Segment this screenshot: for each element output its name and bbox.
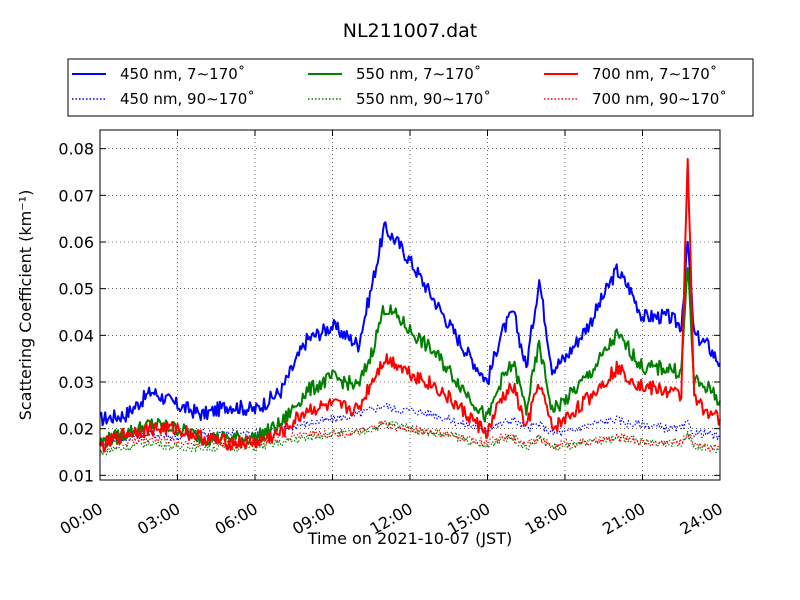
y-tick-label: 0.02 — [58, 420, 94, 439]
x-axis-label: Time on 2021-10-07 (JST) — [307, 529, 512, 548]
series-line — [99, 402, 721, 447]
legend: 450 nm, 7∼170˚ 450 nm, 90∼170˚ 550 nm, 7∼1… — [67, 58, 754, 117]
legend-label: 700 nm, 7∼170˚ — [592, 65, 717, 83]
y-axis-label: Scattering Coefficient (km⁻¹) — [16, 190, 35, 421]
series-line — [99, 420, 721, 456]
x-tick-label: 18:00 — [522, 499, 571, 539]
legend-label: 450 nm, 7∼170˚ — [120, 65, 245, 83]
y-tick-label: 0.03 — [58, 373, 94, 392]
y-tick-label: 0.07 — [58, 186, 94, 205]
legend-label: 550 nm, 90∼170˚ — [356, 90, 491, 108]
x-tick-label: 24:00 — [677, 499, 726, 539]
y-axis: 0.01 0.02 0.03 0.04 0.05 0.06 0.07 0.08 — [58, 140, 720, 485]
legend-box — [67, 58, 754, 117]
chart-title: NL211007.dat — [343, 20, 478, 42]
y-tick-label: 0.06 — [58, 233, 94, 252]
series-line — [99, 221, 721, 427]
x-tick-label: 06:00 — [212, 499, 261, 539]
x-tick-label: 21:00 — [599, 499, 648, 539]
x-tick-label: 00:00 — [57, 499, 106, 539]
series-line — [99, 158, 721, 453]
legend-label: 550 nm, 7∼170˚ — [356, 65, 481, 83]
y-tick-label: 0.05 — [58, 280, 94, 299]
x-axis: 00:00 03:00 06:00 09:00 12:00 15:00 18:00 21:00… — [57, 130, 726, 539]
grid — [99, 130, 721, 480]
legend-label: 700 nm, 90∼170˚ — [592, 90, 727, 108]
x-tick-label: 03:00 — [134, 499, 183, 539]
y-tick-label: 0.04 — [58, 326, 94, 345]
y-tick-label: 0.01 — [58, 466, 94, 485]
plot-lines — [99, 158, 721, 456]
y-tick-label: 0.08 — [58, 140, 94, 159]
legend-label: 450 nm, 90∼170˚ — [120, 90, 255, 108]
series-line — [99, 267, 721, 448]
